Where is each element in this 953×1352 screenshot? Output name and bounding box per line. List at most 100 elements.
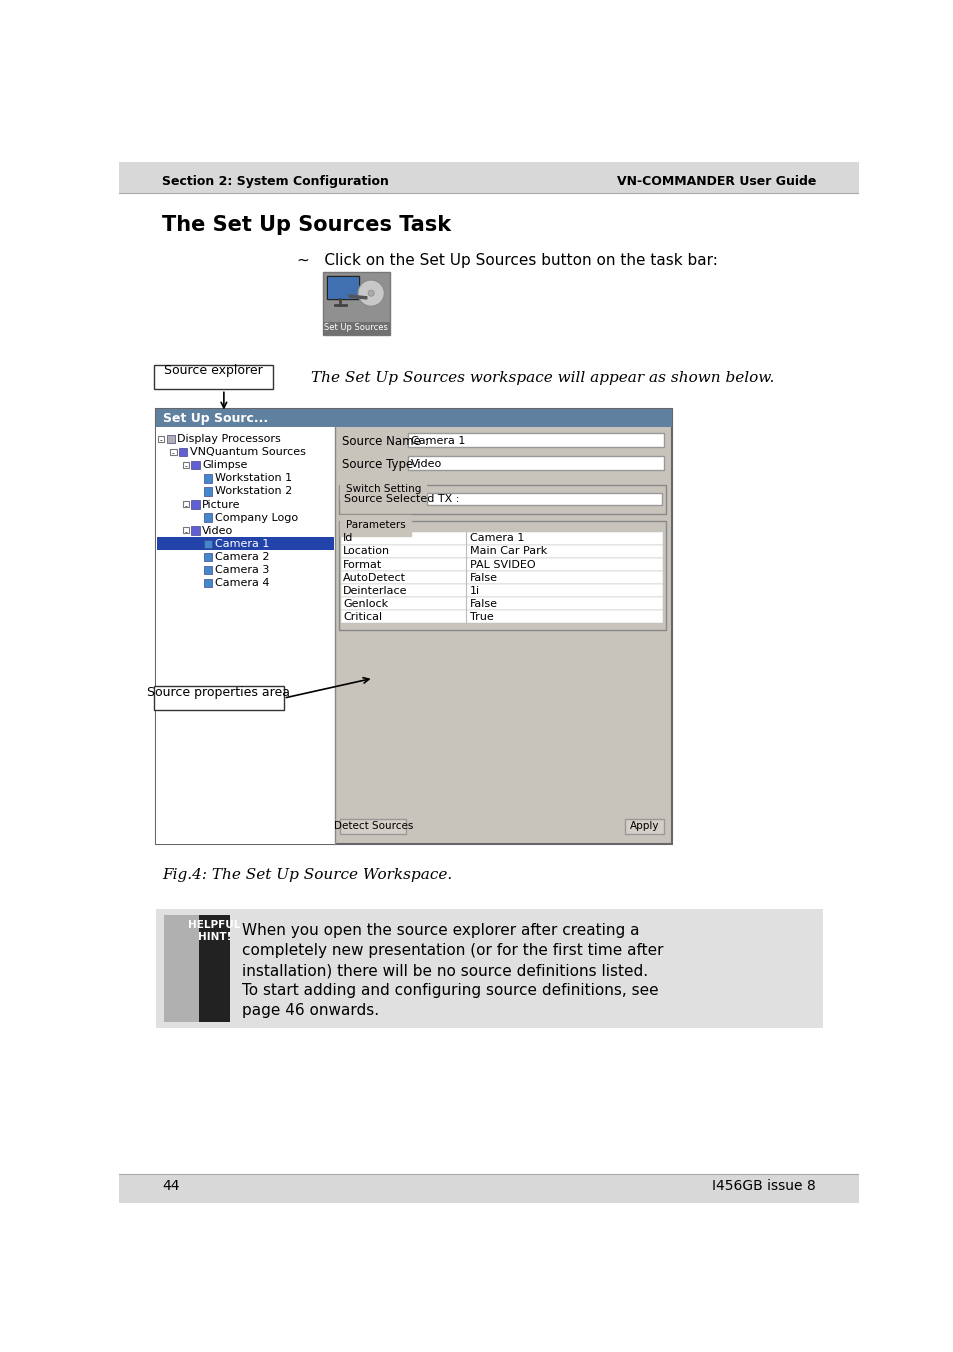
- FancyBboxPatch shape: [204, 565, 212, 575]
- Text: AutoDetect: AutoDetect: [343, 573, 406, 583]
- Text: Workstation 1: Workstation 1: [214, 473, 292, 483]
- FancyBboxPatch shape: [340, 571, 661, 584]
- FancyBboxPatch shape: [157, 537, 334, 550]
- Text: Camera 2: Camera 2: [214, 552, 269, 562]
- FancyBboxPatch shape: [192, 526, 199, 535]
- Text: Workstation 2: Workstation 2: [214, 487, 292, 496]
- FancyBboxPatch shape: [340, 545, 661, 558]
- FancyBboxPatch shape: [407, 457, 663, 470]
- Text: Glimpse: Glimpse: [202, 460, 247, 470]
- Text: Company Logo: Company Logo: [214, 512, 297, 523]
- Text: When you open the source explorer after creating a: When you open the source explorer after …: [241, 923, 639, 938]
- FancyBboxPatch shape: [192, 461, 199, 469]
- FancyBboxPatch shape: [340, 531, 661, 545]
- Text: -: -: [172, 449, 174, 458]
- FancyBboxPatch shape: [624, 819, 663, 834]
- FancyBboxPatch shape: [204, 487, 212, 496]
- FancyBboxPatch shape: [192, 500, 199, 508]
- FancyBboxPatch shape: [340, 610, 661, 623]
- Text: -: -: [184, 529, 187, 537]
- Text: Picture: Picture: [202, 499, 240, 510]
- Text: Critical: Critical: [343, 612, 382, 622]
- FancyBboxPatch shape: [328, 277, 358, 299]
- Text: Camera 4: Camera 4: [214, 579, 269, 588]
- Text: Source explorer: Source explorer: [164, 365, 262, 377]
- FancyBboxPatch shape: [156, 909, 822, 1029]
- Text: True: True: [469, 612, 493, 622]
- Text: Camera 1: Camera 1: [410, 435, 464, 446]
- FancyBboxPatch shape: [183, 502, 189, 507]
- Circle shape: [368, 291, 374, 296]
- FancyBboxPatch shape: [119, 162, 858, 193]
- FancyBboxPatch shape: [340, 598, 661, 610]
- Text: completely new presentation (or for the first time after: completely new presentation (or for the …: [241, 944, 662, 959]
- Text: ~   Click on the Set Up Sources button on the task bar:: ~ Click on the Set Up Sources button on …: [297, 253, 718, 268]
- FancyBboxPatch shape: [179, 448, 187, 457]
- FancyBboxPatch shape: [327, 276, 359, 299]
- FancyBboxPatch shape: [204, 475, 212, 483]
- Text: Format: Format: [343, 560, 382, 569]
- Text: The Set Up Sources workspace will appear as shown below.: The Set Up Sources workspace will appear…: [311, 370, 774, 385]
- FancyBboxPatch shape: [204, 579, 212, 587]
- Circle shape: [357, 280, 384, 307]
- FancyBboxPatch shape: [158, 435, 164, 442]
- FancyBboxPatch shape: [427, 492, 661, 504]
- FancyBboxPatch shape: [204, 539, 212, 548]
- Text: Camera 3: Camera 3: [214, 565, 269, 575]
- Text: Camera 1: Camera 1: [214, 538, 269, 549]
- Text: Source Selected TX :: Source Selected TX :: [344, 493, 459, 504]
- FancyBboxPatch shape: [171, 449, 176, 454]
- Text: Apply: Apply: [629, 822, 659, 831]
- Text: VN-COMMANDER User Guide: VN-COMMANDER User Guide: [616, 174, 815, 188]
- Text: Detect Sources: Detect Sources: [334, 822, 413, 831]
- FancyBboxPatch shape: [156, 408, 671, 427]
- Text: 44: 44: [162, 1179, 179, 1194]
- Text: False: False: [469, 573, 497, 583]
- Text: 1i: 1i: [469, 585, 479, 596]
- Text: VNQuantum Sources: VNQuantum Sources: [190, 448, 305, 457]
- Text: Display Processors: Display Processors: [177, 434, 281, 443]
- FancyBboxPatch shape: [339, 485, 665, 514]
- Text: page 46 onwards.: page 46 onwards.: [241, 1003, 378, 1018]
- Text: Source Name :: Source Name :: [341, 435, 428, 448]
- Text: Video: Video: [410, 458, 441, 469]
- FancyBboxPatch shape: [204, 553, 212, 561]
- FancyBboxPatch shape: [183, 462, 189, 468]
- Text: Main Car Park: Main Car Park: [469, 546, 546, 557]
- FancyBboxPatch shape: [154, 365, 273, 389]
- Text: Set Up Sources: Set Up Sources: [324, 323, 388, 333]
- Text: installation) there will be no source definitions listed.: installation) there will be no source de…: [241, 963, 647, 977]
- Text: Genlock: Genlock: [343, 599, 388, 608]
- FancyBboxPatch shape: [183, 527, 189, 534]
- Text: Camera 1: Camera 1: [469, 534, 523, 544]
- FancyBboxPatch shape: [323, 322, 390, 335]
- FancyBboxPatch shape: [339, 521, 665, 630]
- Text: Section 2: System Configuration: Section 2: System Configuration: [162, 174, 388, 188]
- Text: -: -: [184, 502, 187, 511]
- Text: PAL SVIDEO: PAL SVIDEO: [469, 560, 535, 569]
- Text: -: -: [184, 462, 187, 472]
- Text: Switch Setting: Switch Setting: [345, 484, 420, 493]
- Text: False: False: [469, 599, 497, 608]
- Text: To start adding and configuring source definitions, see: To start adding and configuring source d…: [241, 983, 658, 998]
- Text: Location: Location: [343, 546, 390, 557]
- Text: HELPFUL
HINT!: HELPFUL HINT!: [188, 919, 240, 941]
- FancyBboxPatch shape: [199, 915, 230, 1022]
- Text: I456GB issue 8: I456GB issue 8: [712, 1179, 815, 1194]
- FancyBboxPatch shape: [119, 1174, 858, 1203]
- Text: Deinterlace: Deinterlace: [343, 585, 407, 596]
- Text: Set Up Sourc...: Set Up Sourc...: [162, 412, 268, 426]
- Text: Source properties area: Source properties area: [147, 685, 290, 699]
- Text: Fig.4: The Set Up Source Workspace.: Fig.4: The Set Up Source Workspace.: [162, 868, 452, 882]
- FancyBboxPatch shape: [156, 408, 671, 844]
- FancyBboxPatch shape: [164, 915, 199, 1022]
- FancyBboxPatch shape: [340, 558, 661, 571]
- Text: Id: Id: [343, 534, 354, 544]
- FancyBboxPatch shape: [323, 272, 390, 335]
- FancyBboxPatch shape: [204, 514, 212, 522]
- Text: Source Type :: Source Type :: [341, 458, 420, 470]
- FancyBboxPatch shape: [407, 433, 663, 448]
- FancyBboxPatch shape: [154, 685, 283, 711]
- FancyBboxPatch shape: [340, 819, 406, 834]
- FancyBboxPatch shape: [156, 427, 335, 844]
